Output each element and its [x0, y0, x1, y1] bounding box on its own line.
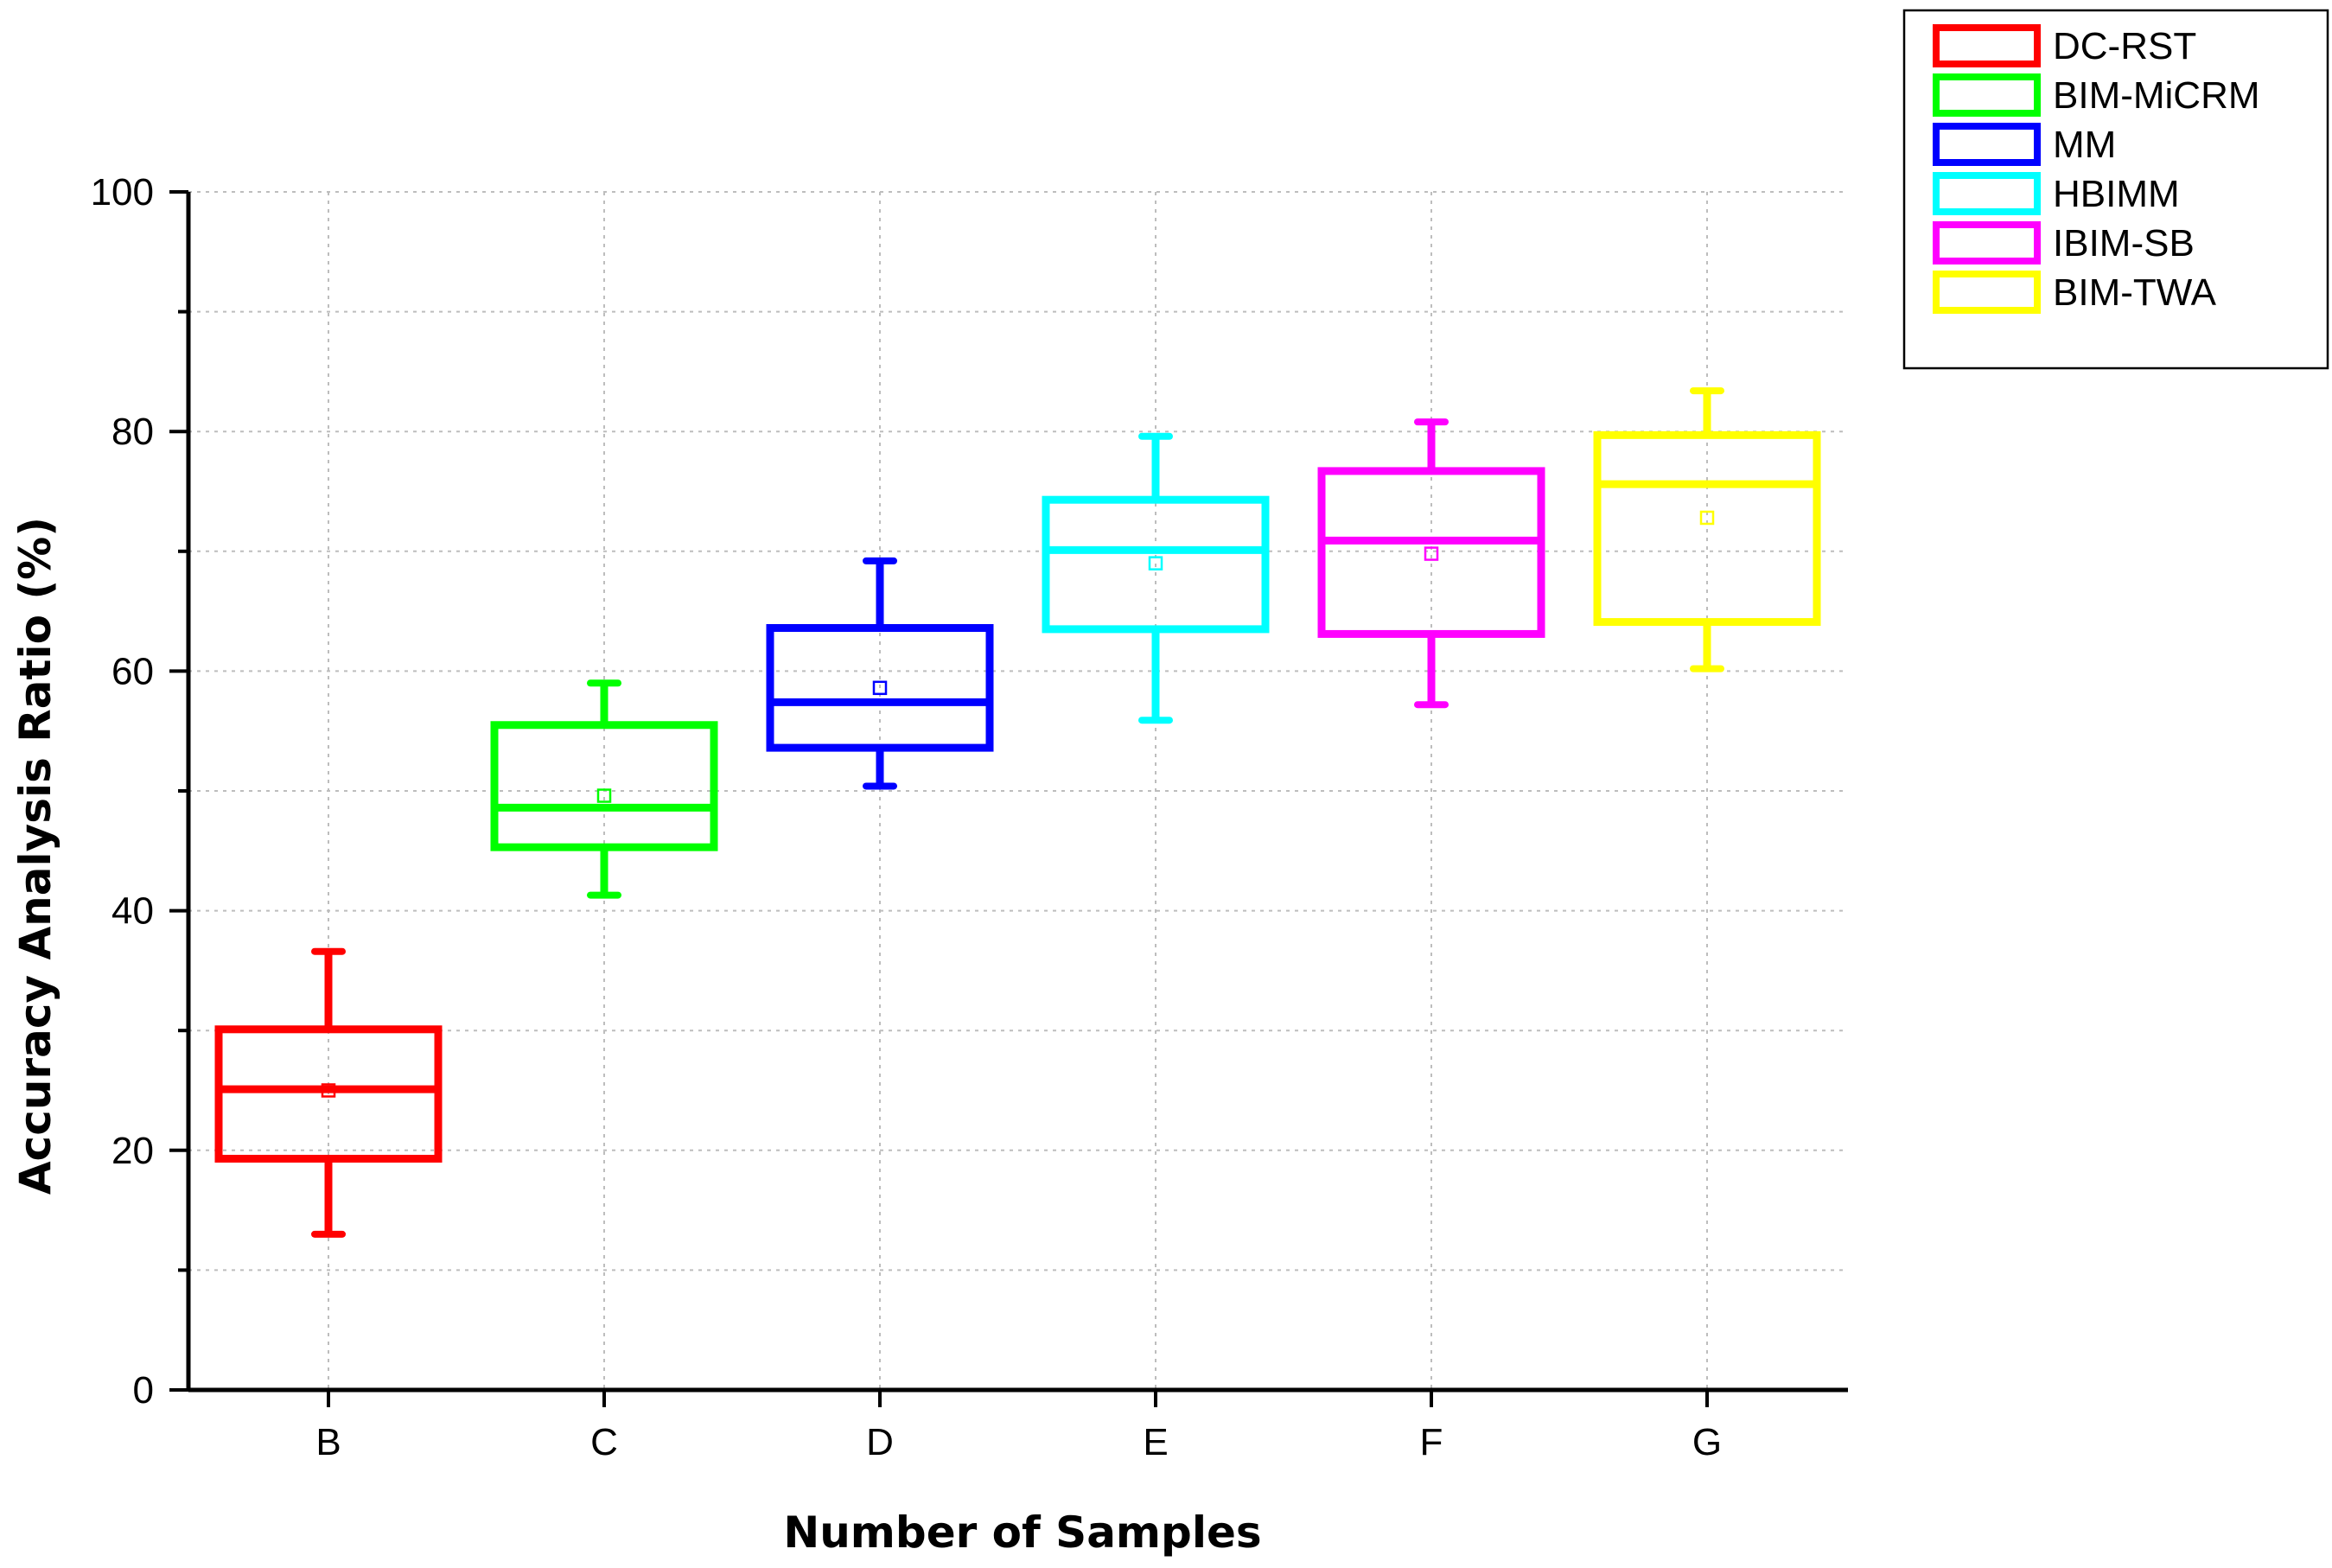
y-axis-title: Accuracy Analysis Ratio (%)	[10, 517, 61, 1195]
legend-item: BIM-TWA	[1933, 271, 2217, 314]
box-ibim-sb	[1317, 418, 1545, 709]
y-tick-label: 0	[133, 1369, 154, 1412]
box-bim-micrm	[490, 679, 718, 899]
legend-swatch	[1933, 172, 2041, 215]
legend-item: HBIMM	[1933, 172, 2180, 215]
box-iqr	[766, 624, 994, 752]
legend-swatch	[1933, 24, 2041, 67]
y-tick-label: 100	[91, 171, 154, 214]
x-tick-label: D	[866, 1421, 894, 1463]
legend-label: DC-RST	[2053, 25, 2196, 67]
legend-item: DC-RST	[1933, 24, 2196, 67]
legend-item: IBIM-SB	[1933, 221, 2195, 265]
box-dc-rst	[214, 947, 443, 1238]
box-iqr	[1042, 495, 1270, 634]
boxes	[214, 387, 1821, 1238]
legend-swatch	[1933, 221, 2041, 265]
mean-marker	[1699, 510, 1715, 526]
y-tick-label: 80	[112, 411, 154, 453]
box-mm	[766, 557, 994, 790]
x-tick-label: E	[1143, 1421, 1168, 1463]
y-tick-label: 60	[112, 650, 154, 692]
legend-swatch	[1933, 271, 2041, 314]
grid-lines	[188, 191, 1848, 1390]
mean-marker	[1424, 546, 1439, 561]
box-iqr	[1317, 467, 1545, 638]
y-tick-label: 40	[112, 890, 154, 933]
box-iqr	[490, 721, 718, 851]
legend-label: MM	[2053, 124, 2116, 166]
mean-marker	[872, 680, 888, 696]
legend-item: MM	[1933, 123, 2116, 166]
mean-marker	[321, 1083, 336, 1098]
legend-label: IBIM-SB	[2053, 222, 2195, 265]
box-iqr	[1593, 430, 1821, 627]
x-tick-label: F	[1420, 1421, 1443, 1463]
legend-item: BIM-MiCRM	[1933, 73, 2260, 117]
box-hbimm	[1042, 432, 1270, 724]
x-tick-label: B	[315, 1421, 341, 1463]
y-tick-label: 20	[112, 1130, 154, 1172]
box-bim-twa	[1593, 387, 1821, 672]
x-tick-label: C	[590, 1421, 618, 1463]
x-tick-label: G	[1692, 1421, 1722, 1463]
axis-ticks: 0 20 40 60 80 100 B C D E F G	[91, 171, 1723, 1463]
legend-label: BIM-MiCRM	[2053, 74, 2260, 117]
mean-marker	[596, 788, 612, 803]
x-axis-title: Number of Samples	[783, 1507, 1261, 1558]
legend-label: BIM-TWA	[2053, 271, 2217, 314]
legend: DC-RST BIM-MiCRM MM HBIMM IBIM-SB BIM-TWA	[1902, 9, 2329, 370]
legend-swatch	[1933, 73, 2041, 117]
box-iqr	[214, 1025, 443, 1163]
mean-marker	[1148, 556, 1163, 570]
legend-swatch	[1933, 123, 2041, 166]
legend-label: HBIMM	[2053, 173, 2180, 215]
